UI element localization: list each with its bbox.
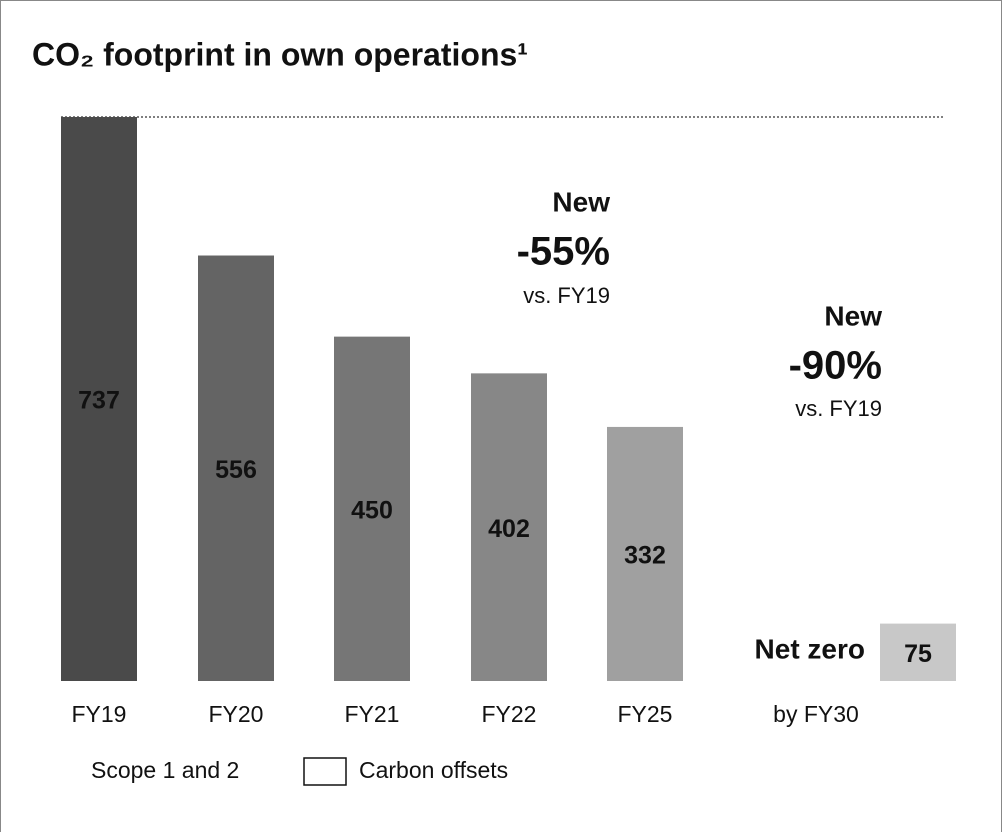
chart-title: CO₂ footprint in own operations¹ bbox=[32, 36, 528, 72]
bar bbox=[334, 336, 410, 681]
annotation-heading: New bbox=[824, 300, 882, 331]
x-tick-label: FY21 bbox=[345, 701, 400, 727]
bar bbox=[880, 623, 956, 681]
bar bbox=[61, 117, 137, 681]
value-label: 556 bbox=[215, 456, 257, 484]
value-label: 75 bbox=[904, 640, 932, 668]
x-tick-label: FY20 bbox=[209, 701, 264, 727]
x-tick-label: FY25 bbox=[618, 701, 673, 727]
value-label: 402 bbox=[488, 515, 530, 543]
legend-label: Carbon offsets bbox=[359, 757, 508, 783]
x-tick-label: FY22 bbox=[482, 701, 537, 727]
legend-swatch bbox=[303, 757, 347, 786]
bar bbox=[607, 426, 683, 681]
bar bbox=[198, 255, 274, 682]
bar bbox=[471, 373, 547, 681]
annotation-basis: vs. FY19 bbox=[795, 396, 882, 421]
x-tick-label: FY19 bbox=[72, 701, 127, 727]
annotation-basis: vs. FY19 bbox=[523, 283, 610, 308]
value-label: 450 bbox=[351, 496, 393, 524]
value-label: 737 bbox=[78, 387, 120, 415]
x-tick-label: by FY30 bbox=[773, 701, 859, 727]
annotation-heading: New bbox=[552, 186, 610, 217]
target-label: Net zero bbox=[755, 633, 865, 664]
annotation-change: -55% bbox=[517, 230, 610, 274]
value-label: 332 bbox=[624, 542, 666, 570]
annotation-change: -90% bbox=[789, 344, 882, 388]
legend-label: Scope 1 and 2 bbox=[91, 757, 239, 783]
